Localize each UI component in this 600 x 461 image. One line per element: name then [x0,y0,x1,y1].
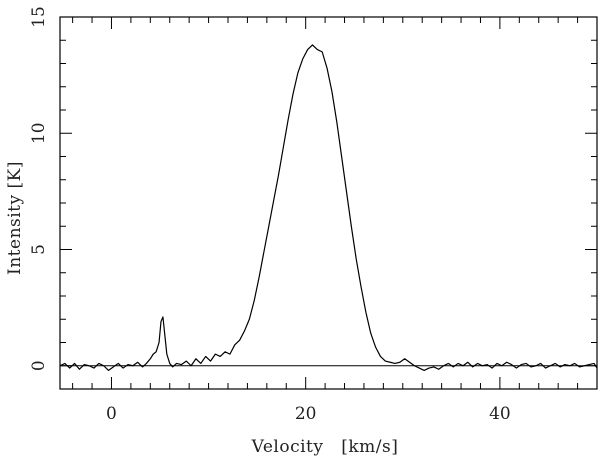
y-tick-label: 5 [29,244,49,255]
y-tick-labels: 0 5 10 15 [29,6,49,371]
y-tick-label: 0 [29,360,49,371]
y-tick-label: 10 [29,122,49,144]
x-tick-labels: 0 20 40 [106,404,511,424]
minor-ticks [60,17,598,390]
x-tick-label: 40 [489,404,511,424]
y-tick-label: 15 [29,6,49,28]
plot-frame [59,16,598,390]
y-axis-label: Intensity [K] [5,161,25,275]
x-tick-label: 20 [295,404,317,424]
x-axis-label: Velocity [km/s] [251,437,399,457]
x-tick-label: 0 [106,404,117,424]
spectrum-line [59,44,598,371]
